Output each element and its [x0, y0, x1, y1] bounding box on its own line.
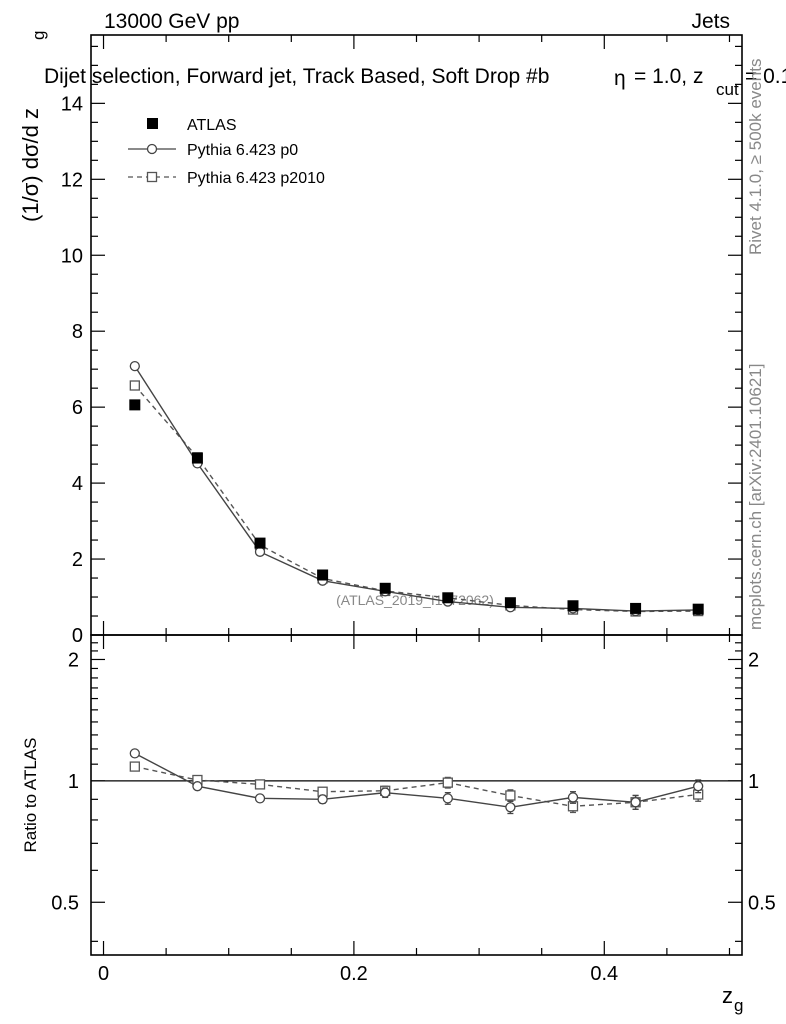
header-left: 13000 GeV pp [104, 10, 239, 33]
ratio-point-p0 [254, 793, 266, 804]
data-point-p0 [254, 546, 266, 557]
ratio-point-p2010 [505, 790, 516, 801]
y-tick-label: 6 [72, 397, 83, 419]
data-point-atlas [442, 592, 454, 604]
ratio-point-p0 [129, 748, 140, 759]
ratio-point-p0 [442, 793, 453, 804]
data-point-atlas [567, 600, 579, 612]
ratio-tick-label-right: 2 [748, 649, 759, 671]
ratio-point-p0 [192, 781, 203, 792]
chart-title-end: = 0.1 [745, 65, 786, 88]
series-markers [129, 360, 704, 617]
y-tick-label: 12 [61, 169, 83, 191]
series-line-p2010 [134, 385, 699, 613]
data-point-atlas [630, 602, 642, 614]
ratio-point-p2010 [129, 761, 140, 772]
data-point-atlas [254, 537, 266, 549]
x-axis-label-sub: g [734, 996, 743, 1015]
ratio-point-p0 [630, 797, 641, 808]
legend-label-p2010: Pythia 6.423 p2010 [187, 170, 325, 187]
y-tick-label: 4 [72, 473, 83, 495]
ratio-point-p0 [693, 781, 704, 792]
data-point-atlas [692, 603, 704, 615]
legend-marker-p2010 [146, 171, 158, 183]
legend-marker-atlas [147, 118, 158, 129]
y-tick-label: 14 [61, 93, 83, 115]
chart-title-beta: η [614, 67, 626, 90]
x-tick-label: 0.4 [590, 963, 618, 985]
chart-title-tail: = 1.0, z [634, 65, 703, 88]
ratio-tick-label-left: 0.5 [51, 892, 79, 914]
legend-marker-p0 [146, 143, 158, 155]
mcplots-info: mcplots.cern.ch [arXiv:2401.10621] [746, 364, 765, 630]
y-axis-label-sub: g [29, 31, 48, 40]
ratio-point-p0 [505, 802, 516, 813]
legend-label-atlas: ATLAS [187, 117, 237, 134]
series-line-p0 [134, 365, 699, 612]
data-point-atlas [317, 569, 329, 581]
ratio-axis-ticks: 0 0.2 0.4 0.5 0.5 1 1 2 2 [51, 635, 776, 985]
series-lines [134, 365, 699, 613]
ratio-point-p2010 [442, 777, 453, 788]
ratio-series-markers [129, 748, 704, 815]
y-axis-label: (1/σ) dσ/d z [18, 108, 43, 222]
ratio-series-lines [134, 752, 699, 808]
chart-title-main: Dijet selection, Forward jet, Track Base… [44, 65, 549, 88]
ratio-tick-label-right: 0.5 [748, 892, 776, 914]
y-tick-label: 0 [72, 625, 83, 647]
x-tick-label: 0.2 [340, 963, 368, 985]
data-point-atlas [191, 452, 203, 464]
data-point-atlas [129, 399, 141, 411]
y-tick-label: 2 [72, 549, 83, 571]
ratio-point-p0 [317, 794, 328, 805]
ratio-tick-label-left: 2 [68, 649, 79, 671]
ratio-point-p0 [380, 787, 391, 798]
x-axis-label: z [722, 983, 733, 1008]
ratio-tick-label-left: 1 [68, 771, 79, 793]
legend: ATLAS Pythia 6.423 p0 Pythia 6.423 p2010 [128, 117, 325, 187]
header-right: Jets [691, 10, 730, 33]
chart-title: Dijet selection, Forward jet, Track Base… [44, 65, 549, 88]
data-point-p0 [129, 360, 140, 372]
ratio-y-axis-label: Ratio to ATLAS [21, 738, 40, 853]
analysis-id: (ATLAS_2019_I1772062) [336, 592, 494, 608]
data-point-atlas [504, 597, 516, 609]
chart-title-sub: cut [716, 80, 739, 99]
y-tick-label: 10 [61, 245, 83, 267]
ratio-point-p0 [567, 792, 579, 803]
main-axis-ticks: 0 2 4 6 8 10 12 14 [61, 35, 742, 647]
ratio-tick-label-right: 1 [748, 771, 759, 793]
y-axis-label-main: (1/σ) dσ/d z [18, 108, 43, 222]
ratio-point-p2010 [254, 779, 266, 790]
legend-label-p0: Pythia 6.423 p0 [187, 142, 298, 159]
x-tick-label: 0 [98, 963, 109, 985]
rivet-info: Rivet 4.1.0, ≥ 500k events [746, 59, 765, 255]
ratio-line-p2010 [134, 765, 699, 807]
data-point-atlas [379, 582, 391, 594]
y-tick-label: 8 [72, 321, 83, 343]
data-point-p2010 [129, 380, 140, 391]
ratio-line-p0 [134, 752, 699, 808]
